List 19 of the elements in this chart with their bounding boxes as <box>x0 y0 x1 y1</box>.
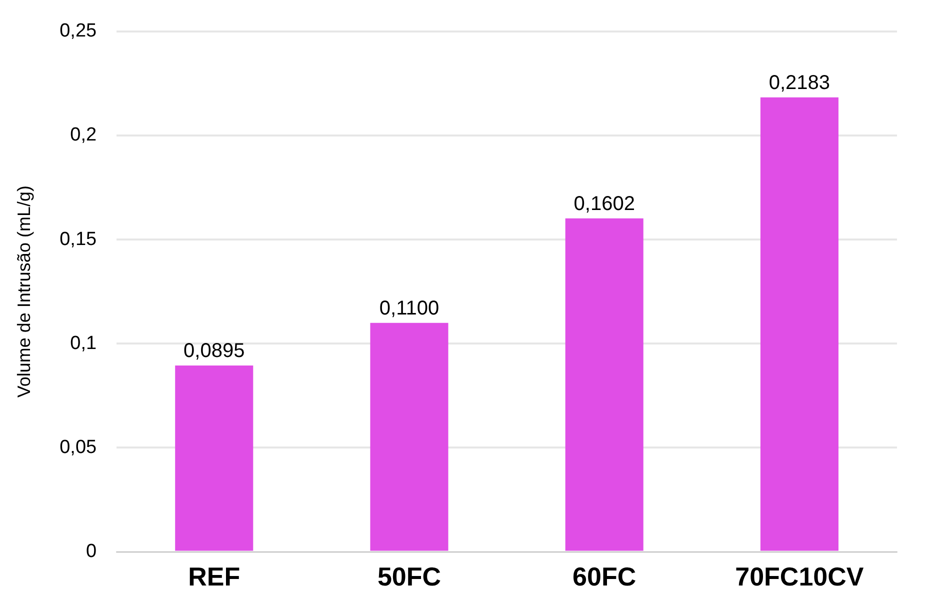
x-tick-label: 50FC <box>377 562 442 592</box>
y-axis-title: Volume de Intrusão (mL/g) <box>14 186 34 398</box>
y-tick-label: 0,15 <box>60 228 97 250</box>
bar <box>565 218 644 551</box>
data-label: 0,0895 <box>184 340 245 362</box>
y-tick-label: 0 <box>86 541 97 562</box>
bar <box>370 322 448 551</box>
x-tick-label: 60FC <box>572 562 636 592</box>
y-tick-label: 0,05 <box>60 436 97 458</box>
data-label: 0,2183 <box>768 72 830 94</box>
data-label: 0,1100 <box>379 297 440 320</box>
data-label: 0,1602 <box>574 192 635 215</box>
y-tick-label: 0,2 <box>70 124 97 146</box>
bar <box>760 97 838 551</box>
y-tick-label: 0,1 <box>70 332 97 354</box>
y-tick-label: 0,25 <box>60 20 97 42</box>
x-tick-label: REF <box>188 562 240 592</box>
x-tick-label: 70FC10CV <box>735 562 864 592</box>
bar <box>175 365 254 551</box>
